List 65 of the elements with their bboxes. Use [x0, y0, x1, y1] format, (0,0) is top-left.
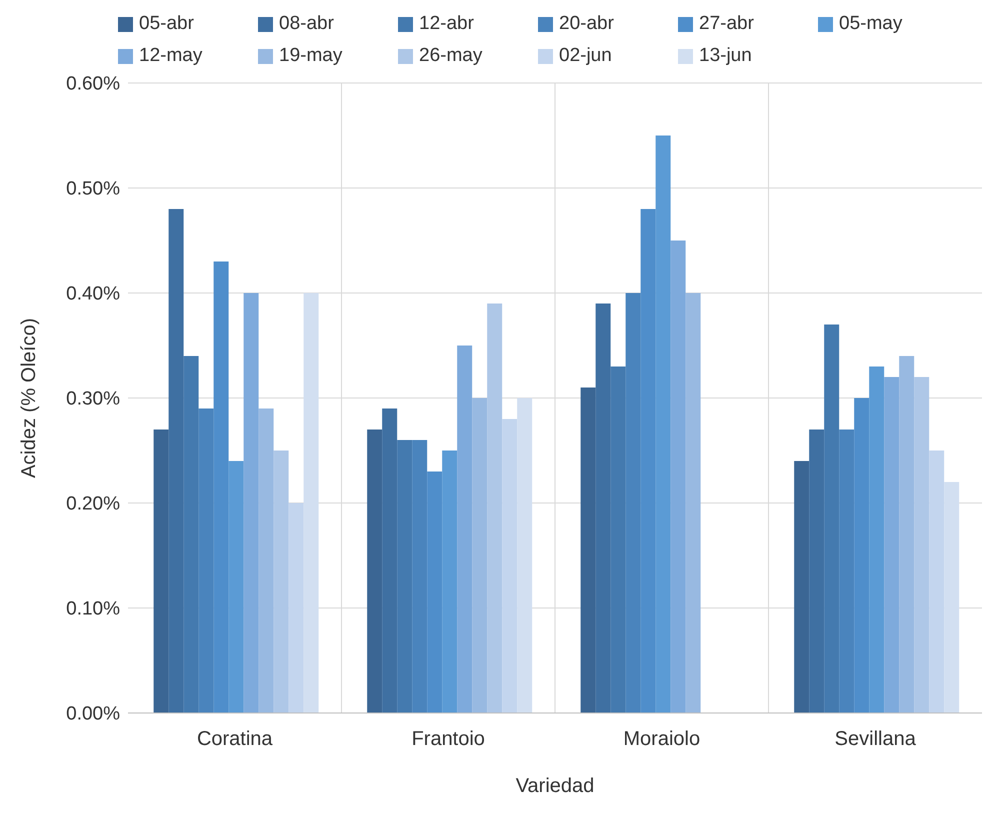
bar	[412, 440, 428, 713]
legend-label: 05-abr	[139, 13, 194, 35]
bar	[427, 472, 442, 713]
bar	[884, 377, 900, 713]
bar	[869, 366, 884, 713]
bar	[670, 240, 686, 713]
legend-label: 19-may	[279, 45, 342, 67]
bar	[228, 461, 244, 713]
bar	[914, 377, 930, 713]
bar	[640, 209, 656, 713]
bar	[154, 430, 169, 713]
bar	[686, 293, 701, 713]
x-tick-label: Sevillana	[834, 728, 917, 750]
bar	[367, 430, 382, 713]
bar	[184, 356, 199, 713]
x-axis-title: Variedad	[516, 775, 594, 798]
bar	[274, 450, 289, 713]
bar	[258, 408, 274, 713]
legend-label: 12-may	[139, 45, 202, 67]
bar	[899, 356, 914, 713]
bar	[580, 388, 596, 713]
bar	[487, 304, 502, 713]
bar	[304, 293, 319, 713]
bar	[198, 408, 214, 713]
bar	[382, 408, 398, 713]
bar	[502, 419, 518, 713]
legend-label: 05-may	[839, 13, 902, 35]
bar	[794, 461, 810, 713]
legend-label: 13-jun	[699, 45, 752, 67]
bar	[626, 293, 641, 713]
bar	[656, 136, 671, 713]
y-tick-label: 0.40%	[66, 284, 120, 305]
bar	[472, 398, 488, 713]
bar	[244, 293, 259, 713]
legend-label: 27-abr	[699, 13, 754, 35]
bar	[854, 398, 870, 713]
bar	[214, 262, 229, 713]
bar	[809, 430, 824, 713]
bar	[839, 430, 854, 713]
legend-label: 20-abr	[559, 13, 614, 35]
x-tick-label: Coratina	[196, 728, 274, 750]
bar	[610, 366, 626, 713]
bar	[457, 346, 472, 713]
bar	[288, 503, 304, 713]
legend-label: 08-abr	[279, 13, 334, 35]
y-tick-label: 0.00%	[66, 704, 120, 725]
legend-label: 26-may	[419, 45, 482, 67]
bar	[168, 209, 184, 713]
y-tick-label: 0.50%	[66, 178, 120, 200]
y-tick-label: 0.10%	[66, 598, 120, 620]
bar	[397, 440, 412, 713]
y-tick-label: 0.20%	[66, 494, 120, 515]
y-tick-label: 0.30%	[66, 388, 120, 410]
y-tick-label: 0.60%	[66, 74, 120, 95]
bar	[824, 324, 840, 713]
y-axis-title: Acidez (% Oleíco)	[18, 318, 40, 478]
x-tick-label: Frantoio	[412, 728, 485, 750]
legend-label: 02-jun	[559, 45, 612, 67]
x-tick-label: Moraiolo	[623, 728, 700, 750]
bar	[929, 450, 944, 713]
bar	[944, 482, 960, 713]
bar	[596, 304, 611, 713]
bar	[517, 398, 532, 713]
legend-label: 12-abr	[419, 13, 474, 35]
bar	[442, 450, 458, 713]
